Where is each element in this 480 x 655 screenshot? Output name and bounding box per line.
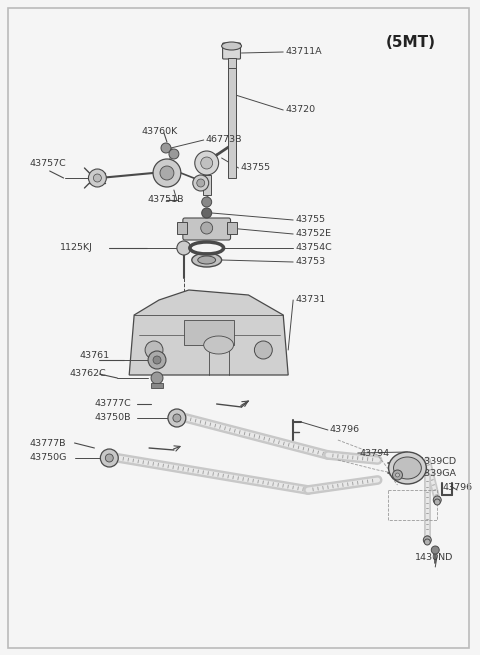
Circle shape bbox=[254, 341, 272, 359]
Circle shape bbox=[197, 179, 204, 187]
Text: 43751B: 43751B bbox=[147, 195, 183, 204]
Ellipse shape bbox=[222, 42, 241, 50]
Ellipse shape bbox=[388, 452, 426, 484]
Circle shape bbox=[423, 536, 432, 544]
Ellipse shape bbox=[198, 256, 216, 264]
Circle shape bbox=[160, 166, 174, 180]
Circle shape bbox=[434, 499, 440, 505]
Text: 43711A: 43711A bbox=[285, 48, 322, 56]
Circle shape bbox=[201, 222, 213, 234]
Text: 43762C: 43762C bbox=[70, 369, 106, 379]
Circle shape bbox=[202, 197, 212, 207]
Bar bbox=[184, 320, 234, 345]
Text: 43761: 43761 bbox=[80, 350, 109, 360]
Circle shape bbox=[168, 409, 186, 427]
Circle shape bbox=[100, 449, 118, 467]
Circle shape bbox=[201, 157, 213, 169]
Circle shape bbox=[148, 351, 166, 369]
Text: (5MT): (5MT) bbox=[385, 35, 435, 50]
Bar bbox=[151, 383, 163, 388]
Text: 43752E: 43752E bbox=[295, 229, 331, 238]
Circle shape bbox=[393, 470, 402, 480]
Ellipse shape bbox=[204, 336, 234, 354]
Circle shape bbox=[169, 149, 179, 159]
Text: 43755: 43755 bbox=[240, 164, 271, 172]
Text: 43777B: 43777B bbox=[30, 438, 66, 447]
Text: 43750G: 43750G bbox=[30, 453, 67, 462]
Text: 43750B: 43750B bbox=[95, 413, 131, 422]
Text: 43731: 43731 bbox=[295, 295, 325, 305]
Text: 1125KJ: 1125KJ bbox=[60, 244, 93, 252]
Circle shape bbox=[173, 414, 181, 422]
Text: 43796: 43796 bbox=[442, 483, 472, 493]
Circle shape bbox=[432, 546, 439, 554]
Circle shape bbox=[161, 143, 171, 153]
Text: 1339GA: 1339GA bbox=[420, 470, 457, 479]
Text: 43777C: 43777C bbox=[95, 400, 131, 409]
Text: 43757C: 43757C bbox=[30, 160, 67, 168]
Circle shape bbox=[88, 169, 107, 187]
Circle shape bbox=[94, 174, 101, 182]
Circle shape bbox=[145, 341, 163, 359]
Circle shape bbox=[153, 159, 181, 187]
Circle shape bbox=[424, 539, 430, 545]
Text: 43760K: 43760K bbox=[141, 128, 178, 136]
Text: 43755: 43755 bbox=[295, 215, 325, 225]
Text: 1339CD: 1339CD bbox=[420, 457, 457, 466]
Circle shape bbox=[105, 454, 113, 462]
Text: 43796: 43796 bbox=[330, 426, 360, 434]
Text: 1430ND: 1430ND bbox=[415, 553, 454, 563]
Circle shape bbox=[433, 496, 441, 504]
Text: 46773B: 46773B bbox=[206, 136, 242, 145]
Text: 43753: 43753 bbox=[295, 257, 325, 267]
Bar bbox=[228, 58, 236, 68]
Bar bbox=[387, 490, 437, 520]
Circle shape bbox=[193, 175, 209, 191]
Bar bbox=[228, 68, 236, 178]
Ellipse shape bbox=[394, 457, 421, 479]
Bar bbox=[177, 222, 187, 234]
Circle shape bbox=[177, 241, 191, 255]
Circle shape bbox=[202, 208, 212, 218]
Text: 43754C: 43754C bbox=[295, 244, 332, 252]
Circle shape bbox=[151, 372, 163, 384]
Bar bbox=[227, 222, 237, 234]
Circle shape bbox=[153, 356, 161, 364]
FancyBboxPatch shape bbox=[223, 43, 240, 59]
Polygon shape bbox=[129, 290, 288, 375]
Circle shape bbox=[396, 473, 399, 477]
FancyBboxPatch shape bbox=[183, 218, 230, 240]
Text: 43720: 43720 bbox=[285, 105, 315, 115]
Circle shape bbox=[195, 151, 218, 175]
Text: 43794: 43794 bbox=[360, 449, 390, 457]
Bar bbox=[203, 175, 211, 195]
Ellipse shape bbox=[192, 253, 222, 267]
